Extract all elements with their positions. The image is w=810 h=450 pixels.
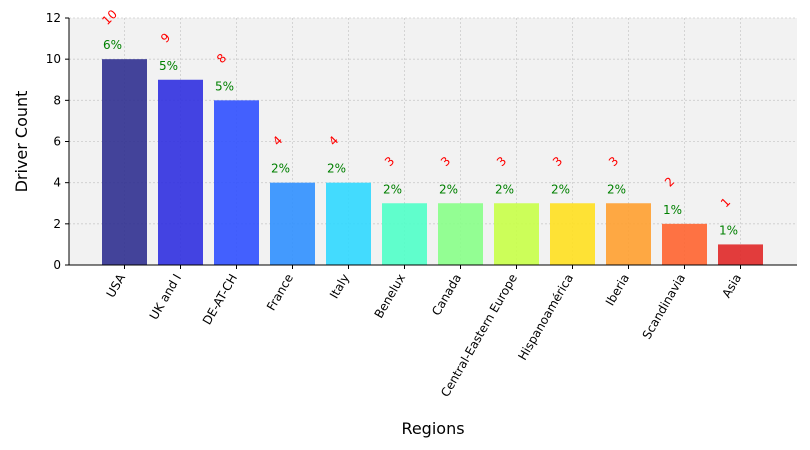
bar [382,203,427,265]
percent-label: 2% [271,162,290,176]
percent-label: 2% [383,182,402,196]
bar [326,182,371,265]
bar [550,203,595,265]
bar [270,182,315,265]
y-tick-label: 10 [46,52,61,66]
x-tick-label: Benelux [372,272,408,321]
y-axis-title: Driver Count [12,91,31,193]
x-tick-label: Asia [719,272,744,301]
bars [102,59,763,265]
percent-label: 2% [495,182,514,196]
bar [494,203,539,265]
data-labels: 6%105%95%82%42%42%32%32%32%32%31%21%1 [99,7,738,237]
percent-label: 6% [103,38,122,52]
bar [214,100,259,265]
percent-label: 2% [551,182,570,196]
y-tick-label: 8 [53,93,61,107]
bar [102,59,147,265]
percent-label: 1% [663,203,682,217]
percent-label: 1% [719,223,738,237]
y-tick-label: 2 [53,217,61,231]
x-tick-label: France [264,272,296,314]
percent-label: 2% [607,182,626,196]
y-ticks: 0 2 4 6 8 10 12 [46,11,69,272]
x-tick-label: UK and I [147,272,184,323]
x-tick-label: Italy [327,272,352,302]
bar [662,223,707,265]
percent-label: 5% [159,59,178,73]
y-tick-label: 0 [53,258,61,272]
x-ticks: USA UK and I DE-AT-CH France Italy Benelux Can… [104,265,744,399]
bar [606,203,651,265]
percent-label: 5% [215,79,234,93]
x-tick-label: Scandinavia [640,272,689,342]
x-tick-label: Iberia [603,272,632,309]
x-tick-label: DE-AT-CH [200,272,240,328]
bar [718,244,763,265]
y-tick-label: 6 [53,135,61,149]
percent-label: 2% [439,182,458,196]
y-tick-label: 12 [46,11,61,25]
y-tick-label: 4 [53,176,61,190]
x-tick-label: USA [104,271,129,300]
percent-label: 2% [327,162,346,176]
bar [438,203,483,265]
x-axis-title: Regions [401,419,464,438]
bar [158,79,203,265]
x-tick-label: Hispanoamérica [515,272,576,363]
x-tick-label: Canada [429,272,464,319]
